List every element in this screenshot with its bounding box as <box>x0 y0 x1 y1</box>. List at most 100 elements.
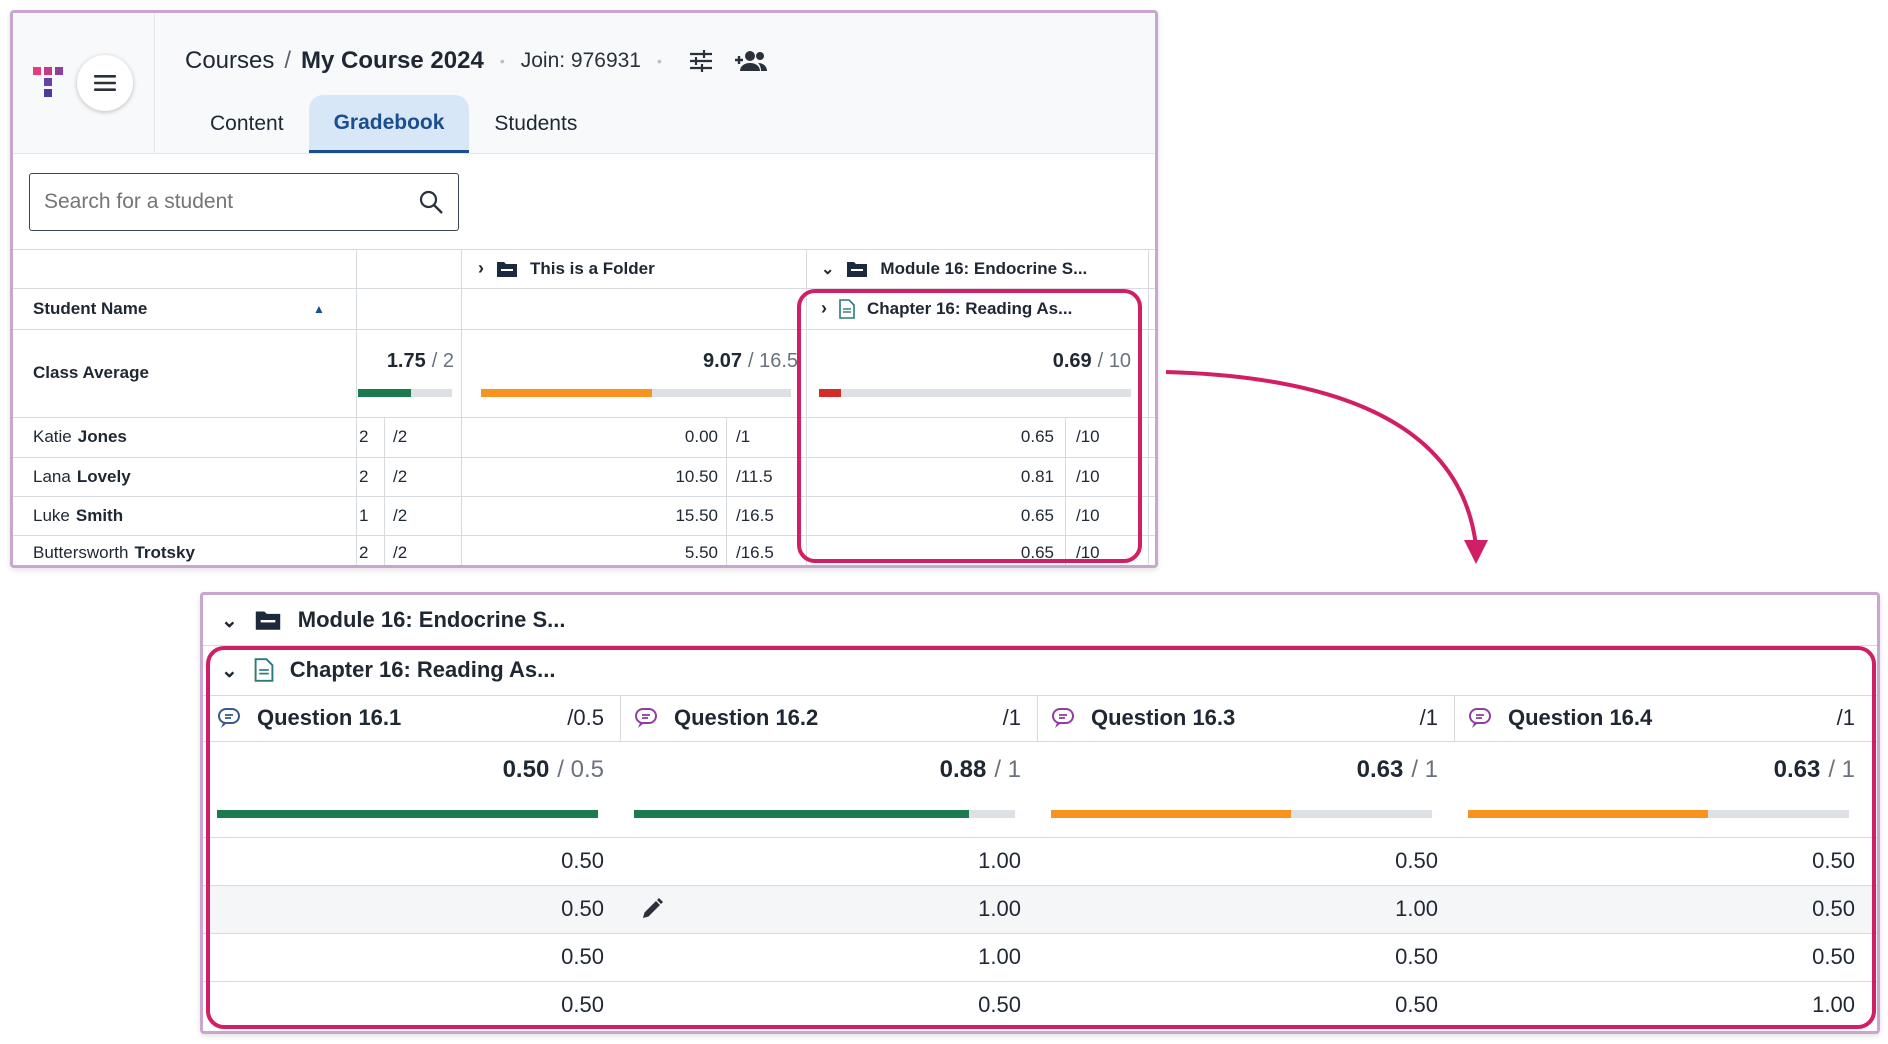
grade-total: /2 <box>393 466 408 486</box>
score-cell[interactable]: 1.00 <box>1812 992 1855 1017</box>
question-header[interactable]: Question 16.4 <box>1468 695 1652 741</box>
score-cell[interactable]: 0.50 <box>561 848 604 873</box>
score-cell[interactable]: 0.50 <box>1812 896 1855 921</box>
edit-grade-button[interactable] <box>640 885 664 933</box>
tab-students[interactable]: Students <box>494 112 578 135</box>
grade-cell[interactable]: 10.50 <box>675 466 718 486</box>
average-progress-bar <box>819 389 1131 397</box>
question-header[interactable]: Question 16.2 <box>634 695 818 741</box>
tab-gradebook[interactable]: Gradebook <box>308 95 470 153</box>
average-score: 0.69 <box>1052 349 1092 372</box>
grade-cell[interactable]: 0.65 <box>1020 505 1054 525</box>
chevron-right-icon[interactable]: › <box>478 258 484 278</box>
score-cell[interactable]: 0.50 <box>1395 944 1438 969</box>
score-cell[interactable]: 0.50 <box>1395 848 1438 873</box>
score-cell[interactable]: 0.50 <box>561 896 604 921</box>
student-first-name: Buttersworth <box>33 543 129 562</box>
hamburger-menu-button[interactable] <box>77 55 133 111</box>
chevron-right-icon[interactable]: › <box>821 298 827 318</box>
student-last-name: Lovely <box>76 466 131 486</box>
breadcrumb: Courses / My Course 2024 • Join: 976931 … <box>185 43 768 79</box>
row-divider <box>203 981 1877 982</box>
folder-icon <box>497 261 517 277</box>
progress-fill <box>1468 810 1709 818</box>
grade-cell[interactable]: 5.50 <box>684 543 718 562</box>
score-cell[interactable]: 0.50 <box>1812 944 1855 969</box>
score-cell[interactable]: 1.00 <box>978 896 1021 921</box>
separator-dot: • <box>657 53 662 69</box>
student-name[interactable]: Lana Lovely <box>33 457 131 496</box>
search-icon[interactable] <box>418 189 444 215</box>
progress-fill <box>358 389 411 397</box>
grade-cell[interactable]: 2 <box>359 427 369 446</box>
score-cell[interactable]: 0.50 <box>1395 992 1438 1017</box>
average-total: / 10 <box>1097 349 1131 372</box>
grade-cell[interactable]: 0.65 <box>1020 427 1054 446</box>
row-divider <box>203 741 1877 742</box>
grade-cell[interactable]: 0.81 <box>1020 466 1054 486</box>
class-average-label: Class Average <box>33 363 149 382</box>
zoom-module-header[interactable]: ⌄ Module 16: Endocrine S... <box>221 595 565 645</box>
grade-cell[interactable]: 15.50 <box>675 505 718 525</box>
hovered-row <box>203 886 1877 933</box>
student-name[interactable]: Katie Jones <box>33 417 127 457</box>
score-cell[interactable]: 0.50 <box>978 992 1021 1017</box>
search-input[interactable] <box>44 190 418 214</box>
course-settings-button[interactable] <box>688 48 714 74</box>
progress-fill <box>1051 810 1292 818</box>
grade-total: /1 <box>736 427 751 446</box>
student-name[interactable]: Buttersworth Trotsky <box>33 535 195 565</box>
score-cell[interactable]: 0.50 <box>561 944 604 969</box>
row-divider <box>13 496 1155 497</box>
chevron-down-icon[interactable]: ⌄ <box>821 260 835 278</box>
chapter-column-header[interactable]: › Chapter 16: Reading As... <box>821 288 1072 329</box>
col-divider <box>1037 695 1038 741</box>
student-search[interactable] <box>29 173 459 231</box>
question-title: Question 16.4 <box>1508 705 1653 730</box>
breadcrumb-courses-link[interactable]: Courses <box>185 47 275 74</box>
question-icon <box>218 708 240 728</box>
question-header[interactable]: Question 16.3 <box>1051 695 1235 741</box>
sort-ascending-icon[interactable]: ▲ <box>313 301 325 316</box>
score-cell[interactable]: 0.50 <box>1812 848 1855 873</box>
progress-fill <box>634 810 970 818</box>
add-student-button[interactable] <box>734 49 768 73</box>
question-average: 0.50 / 0.5 <box>203 745 604 795</box>
grade-cell[interactable]: 0.65 <box>1020 543 1054 562</box>
module-column-header[interactable]: ⌄ Module 16: Endocrine S... <box>821 249 1087 288</box>
student-name-header[interactable]: Student Name <box>33 298 148 318</box>
col-divider <box>356 249 357 565</box>
grade-cell[interactable]: 0.00 <box>684 427 718 446</box>
score-cell[interactable]: 1.00 <box>978 848 1021 873</box>
col-divider <box>726 417 727 565</box>
zoom-chapter-header[interactable]: ⌄ Chapter 16: Reading As... <box>221 645 555 695</box>
average-progress-bar <box>634 810 1015 818</box>
average-cell: 9.07 / 16.5 <box>461 349 798 373</box>
join-code: Join: 976931 <box>520 49 641 72</box>
student-name[interactable]: Luke Smith <box>33 496 123 535</box>
score-cell[interactable]: 1.00 <box>978 944 1021 969</box>
progress-fill <box>819 389 841 397</box>
progress-fill <box>481 389 652 397</box>
folder-icon <box>255 611 280 630</box>
grade-cell[interactable]: 2 <box>359 466 369 486</box>
grade-cell[interactable]: 1 <box>359 505 369 525</box>
grade-cell[interactable]: 2 <box>359 543 369 562</box>
score-cell[interactable]: 0.50 <box>561 992 604 1017</box>
grade-total: /10 <box>1076 466 1100 486</box>
grade-total: /10 <box>1076 505 1100 525</box>
progress-fill <box>217 810 598 818</box>
chevron-down-icon[interactable]: ⌄ <box>221 659 238 682</box>
chapter-title: Chapter 16: Reading As... <box>867 298 1073 318</box>
row-divider <box>13 535 1155 536</box>
folder-column-header[interactable]: › This is a Folder <box>478 249 655 288</box>
logo-column <box>13 13 155 153</box>
question-header[interactable]: Question 16.1 <box>217 695 401 741</box>
student-first-name: Luke <box>33 505 70 525</box>
tab-content[interactable]: Content <box>210 112 284 135</box>
question-title: Question 16.2 <box>674 705 819 730</box>
student-last-name: Jones <box>77 427 127 446</box>
score-cell[interactable]: 1.00 <box>1395 896 1438 921</box>
chevron-down-icon[interactable]: ⌄ <box>221 609 238 632</box>
question-title: Question 16.1 <box>257 705 402 730</box>
